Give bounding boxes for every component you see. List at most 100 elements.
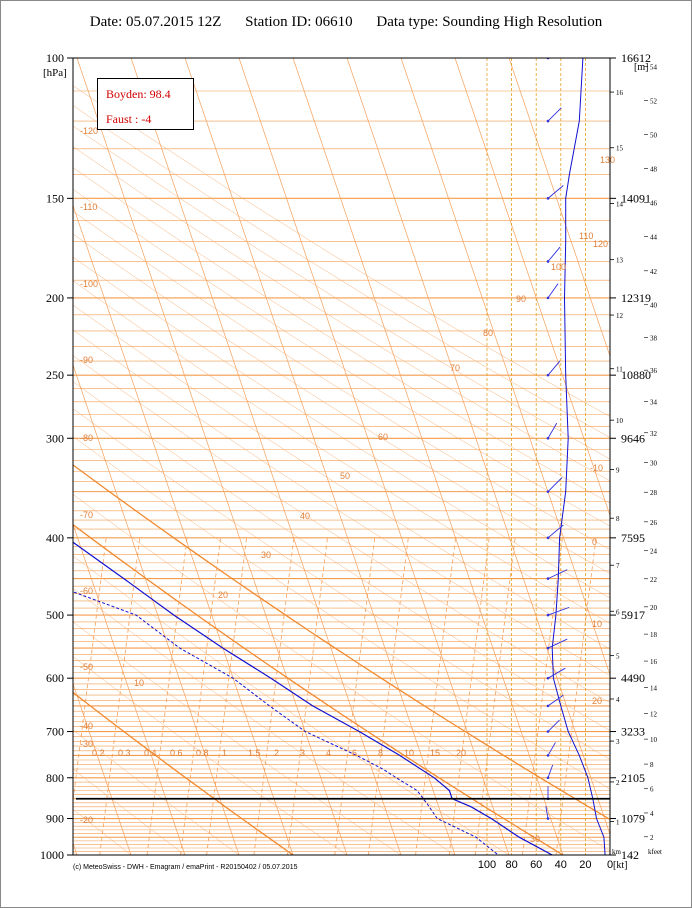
wind-speed-tick-label: 40 bbox=[555, 859, 567, 871]
mixing-ratio-line bbox=[146, 537, 188, 855]
mixing-ratio-line bbox=[334, 537, 376, 855]
dry-adiabat-line bbox=[73, 729, 240, 855]
mixing-ratio-label: 0.8 bbox=[196, 748, 209, 758]
wind-arrow bbox=[547, 638, 568, 649]
km-tick-label: 15 bbox=[616, 145, 624, 153]
wind-arrow-head bbox=[546, 817, 550, 820]
km-tick-label: 3 bbox=[616, 738, 620, 746]
mixing-ratio-line bbox=[19, 538, 59, 855]
mixing-ratio-line bbox=[287, 537, 328, 855]
km-tick-label: 9 bbox=[616, 467, 620, 475]
isotherm-line bbox=[346, 58, 610, 836]
mixing-ratio-label: 15 bbox=[430, 748, 440, 758]
wind-arrow-head bbox=[546, 676, 550, 680]
kfeet-tick-label: 2 bbox=[650, 834, 654, 842]
wind-arrow-head bbox=[546, 776, 550, 780]
dry-adiabat-line bbox=[73, 494, 610, 852]
dry-adiabat-label: 70 bbox=[450, 363, 460, 373]
isotherm-line bbox=[73, 204, 294, 855]
height-label: 4490 bbox=[621, 671, 645, 685]
dry-adiabat-line bbox=[73, 436, 610, 790]
dry-adiabat-line bbox=[73, 146, 610, 482]
mixing-ratio-label: 3 bbox=[300, 748, 305, 758]
dry-adiabat-line bbox=[73, 329, 610, 676]
km-tick-label: 4 bbox=[616, 696, 620, 704]
km-tick-label: 1 bbox=[616, 819, 620, 827]
temperature-left-label: -70 bbox=[80, 510, 93, 520]
temperature-left-label: -60 bbox=[80, 586, 93, 596]
isotherm-line bbox=[292, 58, 564, 855]
dry-adiabat-line bbox=[73, 105, 610, 438]
dry-adiabat-label: 20 bbox=[218, 590, 228, 600]
temperature-left-label: -20 bbox=[80, 815, 93, 825]
temperature-left-label: -110 bbox=[80, 202, 97, 212]
temperature-left-label: -80 bbox=[80, 433, 93, 443]
wind-arrow bbox=[547, 477, 563, 492]
temperature-left-label: -90 bbox=[80, 355, 93, 365]
height-label: 3233 bbox=[621, 725, 645, 739]
mixing-ratio-label: 0.2 bbox=[92, 748, 105, 758]
pressure-tick-label: 150 bbox=[46, 191, 64, 205]
dry-adiabat-label: 80 bbox=[483, 328, 493, 338]
moist-adiabat-label: 0 bbox=[592, 537, 597, 547]
moist-adiabat-label: 10 bbox=[592, 619, 602, 629]
dry-adiabat-line bbox=[73, 524, 564, 855]
pressure-tick-label: 900 bbox=[46, 812, 64, 826]
kfeet-tick-label: 16 bbox=[650, 658, 658, 666]
wind-arrow bbox=[547, 606, 570, 616]
dry-adiabat-label: 90 bbox=[516, 294, 526, 304]
temperature-left-label: -100 bbox=[80, 279, 98, 289]
wind-arrow bbox=[547, 742, 556, 756]
kfeet-tick-label: 42 bbox=[650, 268, 658, 276]
dry-adiabat-label: 50 bbox=[340, 471, 350, 481]
kfeet-tick-label: 6 bbox=[650, 786, 654, 794]
mixing-ratio-label: 1.5 bbox=[248, 748, 261, 758]
km-tick-label: 5 bbox=[616, 653, 620, 661]
wind-arrow bbox=[545, 806, 549, 819]
temperature-left-label: -120 bbox=[80, 126, 98, 136]
dry-adiabat-line bbox=[73, 408, 610, 760]
wind-arrow-head bbox=[546, 730, 550, 733]
moist-adiabat-label: 20 bbox=[592, 696, 602, 706]
km-tick-label: 2 bbox=[616, 779, 620, 787]
wind-arrow bbox=[547, 422, 558, 439]
mixing-ratio-line bbox=[555, 537, 597, 855]
mixing-ratio-label: 20 bbox=[456, 748, 466, 758]
wind-speed-line bbox=[551, 58, 606, 855]
temperature-left-label: -30 bbox=[80, 739, 93, 749]
isotherm-line bbox=[508, 58, 610, 358]
wind-arrow bbox=[547, 185, 564, 199]
wind-arrow bbox=[547, 719, 560, 732]
wind-speed-tick-label: 100 bbox=[478, 859, 496, 871]
wind-unit-label: [kt] bbox=[613, 860, 627, 871]
km-tick-label: 14 bbox=[616, 200, 624, 208]
wind-arrow bbox=[547, 283, 559, 299]
dry-adiabat-label: 60 bbox=[378, 432, 388, 442]
isotherm-line bbox=[73, 523, 186, 855]
km-tick-label: 16 bbox=[616, 89, 624, 97]
kfeet-tick-label: 48 bbox=[650, 165, 658, 173]
kfeet-tick-label: 52 bbox=[650, 97, 658, 105]
wind-arrow-head bbox=[546, 704, 550, 708]
wind-arrow-head bbox=[546, 119, 550, 123]
kfeet-tick-label: 50 bbox=[650, 131, 658, 139]
wind-arrow-head bbox=[546, 646, 550, 650]
plot-border bbox=[72, 57, 611, 856]
dry-adiabat-line bbox=[73, 304, 610, 650]
height-label: 5917 bbox=[621, 608, 645, 622]
kfeet-tick-label: 46 bbox=[650, 199, 658, 207]
dry-adiabat-line bbox=[73, 809, 132, 855]
wind-arrow bbox=[547, 246, 561, 262]
kfeet-tick-label: 32 bbox=[650, 430, 658, 438]
pressure-unit-label: [hPa] bbox=[43, 67, 67, 79]
mixing-ratio-line bbox=[448, 537, 490, 855]
boyden-index: Boyden: 98.4 bbox=[106, 87, 171, 101]
height-label: 16612 bbox=[621, 51, 651, 65]
km-tick-label: 7 bbox=[616, 562, 620, 570]
height-label: 1079 bbox=[621, 812, 645, 826]
km-unit-label: km bbox=[612, 848, 622, 856]
wind-arrow-head bbox=[546, 436, 550, 440]
kfeet-tick-label: 8 bbox=[650, 761, 654, 769]
km-tick-label: 6 bbox=[616, 608, 620, 616]
